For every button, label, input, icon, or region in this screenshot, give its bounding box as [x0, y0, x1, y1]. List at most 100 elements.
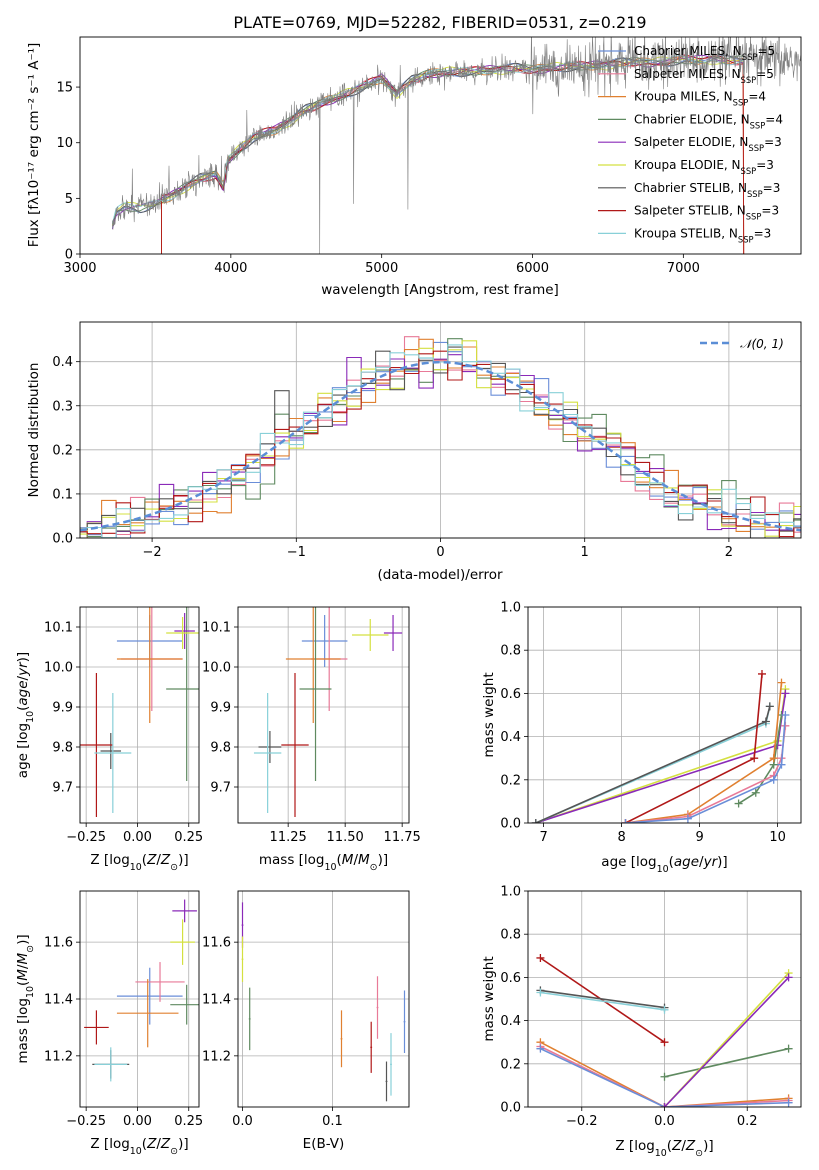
data-point [340, 1010, 343, 1068]
y-tick-label: 0.4 [500, 730, 521, 745]
y-tick-label: 0.1 [52, 487, 73, 502]
plot-area [80, 336, 801, 538]
x-axis-label-part: )] [717, 854, 728, 870]
x-tick-label: −2 [143, 545, 162, 560]
observed-spectrum [112, 37, 801, 254]
x-axis-label-part: Z [log [90, 1136, 129, 1152]
weight-line [540, 1047, 789, 1107]
y-tick-label: 11.2 [202, 1049, 231, 1064]
data-point [170, 919, 195, 965]
y-axis-label: Flux [fλ10⁻¹⁷ erg cm⁻² s⁻¹ A⁻¹] [26, 43, 42, 248]
y-axis-label-part: ( [15, 706, 31, 711]
weight-line [540, 989, 665, 1009]
x-axis-label-part: ( [667, 1138, 672, 1154]
x-axis-label-part: / [353, 852, 358, 868]
x-tick-label: −0.2 [566, 1114, 598, 1129]
weight-marker [761, 717, 770, 726]
y-tick-label: 10.0 [202, 661, 231, 676]
y-tick-label: 10.1 [202, 621, 231, 636]
x-tick-label: 1 [581, 545, 589, 560]
y-tick-label: 1.0 [500, 885, 521, 900]
y-tick-label: 11.4 [44, 993, 73, 1008]
legend-entry-part: Kroupa STELIB, N [634, 226, 738, 240]
legend-entry-part: SSP [733, 98, 749, 108]
legend-entry-part: SSP [748, 143, 764, 153]
y-tick-label: 0.2 [500, 1057, 521, 1072]
residual-histogram [80, 344, 801, 538]
x-axis-label-part: Z [146, 1136, 157, 1152]
y-tick-label: 0.6 [500, 971, 521, 986]
y-axis-label-part: / [15, 964, 31, 969]
x-axis-label-part: Z [671, 1138, 682, 1154]
y-axis-label: age [log10(age/yr)] [15, 652, 36, 778]
x-axis-label-part: Z [160, 852, 171, 868]
legend-entry-part: Chabrier MILES, N [634, 44, 742, 58]
weight-marker [660, 1103, 669, 1107]
x-tick-label: 0.0 [232, 1114, 253, 1129]
x-tick-label: −0.25 [66, 830, 106, 845]
y-tick-label: 0.2 [500, 773, 521, 788]
weight-series [621, 711, 790, 823]
legend-entry-part: Salpeter MILES, N [634, 67, 741, 81]
x-tick-label: 11.75 [384, 830, 421, 845]
data-point [253, 693, 282, 813]
x-axis-label-part: 10 [130, 1146, 142, 1157]
weight-marker [536, 1044, 545, 1053]
weight-marker [781, 711, 790, 719]
weight-line [663, 976, 790, 1107]
plot-area [531, 669, 790, 823]
y-tick-label: 0.6 [500, 687, 521, 702]
x-axis-label-part: 10 [655, 1148, 667, 1159]
x-axis-label-part: 10 [130, 862, 142, 873]
y-axis-label-part: age [15, 680, 31, 705]
x-tick-label: 0.00 [123, 830, 152, 845]
plot-area [84, 899, 199, 1082]
legend-entry: Salpeter MILES, NSSP=5 [634, 67, 774, 85]
y-tick-label: 9.9 [210, 701, 231, 716]
y-axis-label-part: )] [15, 934, 31, 945]
x-axis-label-part: / [156, 852, 161, 868]
weight-marker [784, 1044, 793, 1053]
data-point [385, 1061, 388, 1102]
data-point [370, 1021, 373, 1073]
data-point [116, 979, 179, 1048]
x-axis-label-part: Z [log [90, 852, 129, 868]
x-axis-label-part: age [674, 854, 699, 870]
data-point [301, 615, 348, 667]
weight-series [621, 678, 786, 823]
y-tick-label: 0.0 [500, 817, 521, 832]
legend-entry-part: SSP [746, 212, 762, 222]
weight-line [540, 1041, 789, 1107]
legend-entry-part: Salpeter ELODIE, N [634, 135, 748, 149]
legend: 𝒩(0, 1) [700, 337, 784, 351]
residual-histogram [80, 350, 801, 538]
data-point [172, 899, 197, 923]
x-tick-label: 10 [769, 830, 786, 845]
y-tick-label: 11.4 [202, 993, 231, 1008]
x-axis-label-part: Z [160, 1136, 171, 1152]
y-axis-label-part: ⊙ [25, 945, 36, 953]
plot-area [111, 37, 801, 254]
y-tick-label: 11.6 [44, 936, 73, 951]
x-tick-label: 0 [436, 545, 444, 560]
x-axis-label-part: M [358, 852, 370, 868]
x-axis-label: age [log10(age/yr)] [601, 854, 727, 875]
x-axis-label-part: Z [log [615, 1138, 654, 1154]
y-tick-label: 0.8 [500, 928, 521, 943]
x-axis-label: mass [log10(M/M⊙)] [259, 852, 388, 873]
weight-marker [769, 775, 778, 784]
weight-marker [660, 1038, 669, 1047]
weight-line [664, 1047, 789, 1078]
data-point [376, 976, 379, 1039]
legend-entry-part: =3 [763, 181, 781, 195]
y-tick-label: 15 [56, 81, 73, 96]
x-tick-label: 0.00 [123, 1114, 152, 1129]
legend-entry: 𝒩(0, 1) [740, 337, 784, 351]
plot-area [253, 607, 403, 817]
x-axis-label: Z [log10(Z/Z⊙)] [90, 852, 188, 873]
x-tick-label: 0.1 [322, 1114, 343, 1129]
y-axis-label-part: 10 [25, 711, 36, 723]
legend-entry: Salpeter ELODIE, NSSP=3 [634, 135, 782, 153]
data-point [94, 1047, 128, 1082]
weight-line [540, 1045, 789, 1107]
